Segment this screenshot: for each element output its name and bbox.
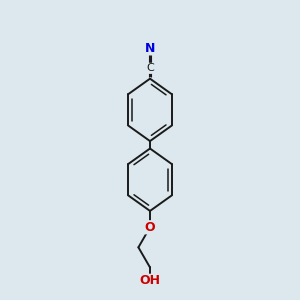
Text: C: C xyxy=(146,63,154,73)
Text: N: N xyxy=(145,42,155,55)
Text: O: O xyxy=(145,221,155,234)
Text: OH: OH xyxy=(140,274,160,287)
